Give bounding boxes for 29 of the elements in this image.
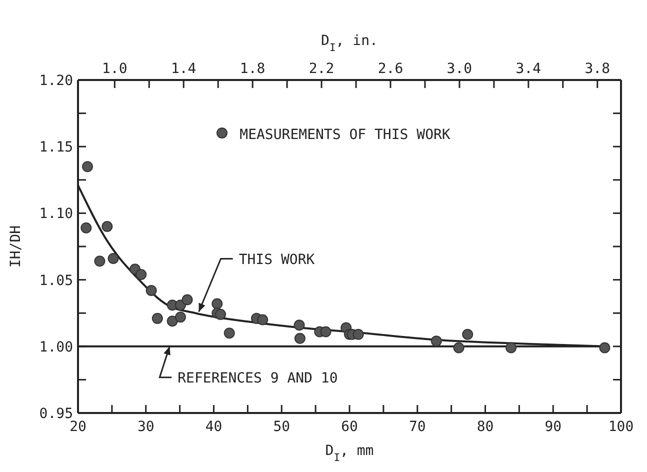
x-tick-label: 80 <box>476 419 494 435</box>
x-tick-label: 20 <box>70 419 86 435</box>
y-tick-label: 1.00 <box>39 339 73 356</box>
x-tick-label: 60 <box>341 419 358 435</box>
y-tick-label: 1.05 <box>39 272 73 289</box>
annotation: REFERENCES 9 AND 10 <box>178 370 338 386</box>
x-tick-label: 100 <box>608 419 634 435</box>
x-tick-label: 50 <box>273 419 290 435</box>
x-tick-label: 90 <box>544 419 562 435</box>
x-tick-label: 70 <box>408 419 426 435</box>
x-tick-label: 30 <box>137 419 154 435</box>
legend-label: MEASUREMENTS OF THIS WORK <box>238 127 450 143</box>
x2-tick-label: 3.0 <box>446 61 472 77</box>
x2-tick-label: 1.4 <box>170 61 196 77</box>
x2-tick-label: 2.6 <box>378 61 404 77</box>
y-axis-title: IH/DH <box>8 225 24 268</box>
y-tick-label: 1.20 <box>39 73 73 89</box>
x2-tick-label: 2.2 <box>308 61 334 77</box>
x2-tick-label: 3.4 <box>516 61 542 77</box>
x-axis-title: D$_{I}$, mm <box>325 443 374 464</box>
y-tick-label: 0.95 <box>39 406 73 422</box>
x2-tick-label: 1.0 <box>102 61 128 77</box>
annotation: THIS WORK <box>238 252 316 268</box>
x-tick-label: 40 <box>205 419 222 435</box>
x2-tick-label: 3.8 <box>584 61 610 77</box>
x2-tick-label: 1.8 <box>240 61 266 77</box>
y-tick-label: 1.15 <box>39 140 73 156</box>
y-tick-label: 1.10 <box>39 206 73 222</box>
x2-axis-title: D$_{I}$, in. <box>321 33 378 54</box>
